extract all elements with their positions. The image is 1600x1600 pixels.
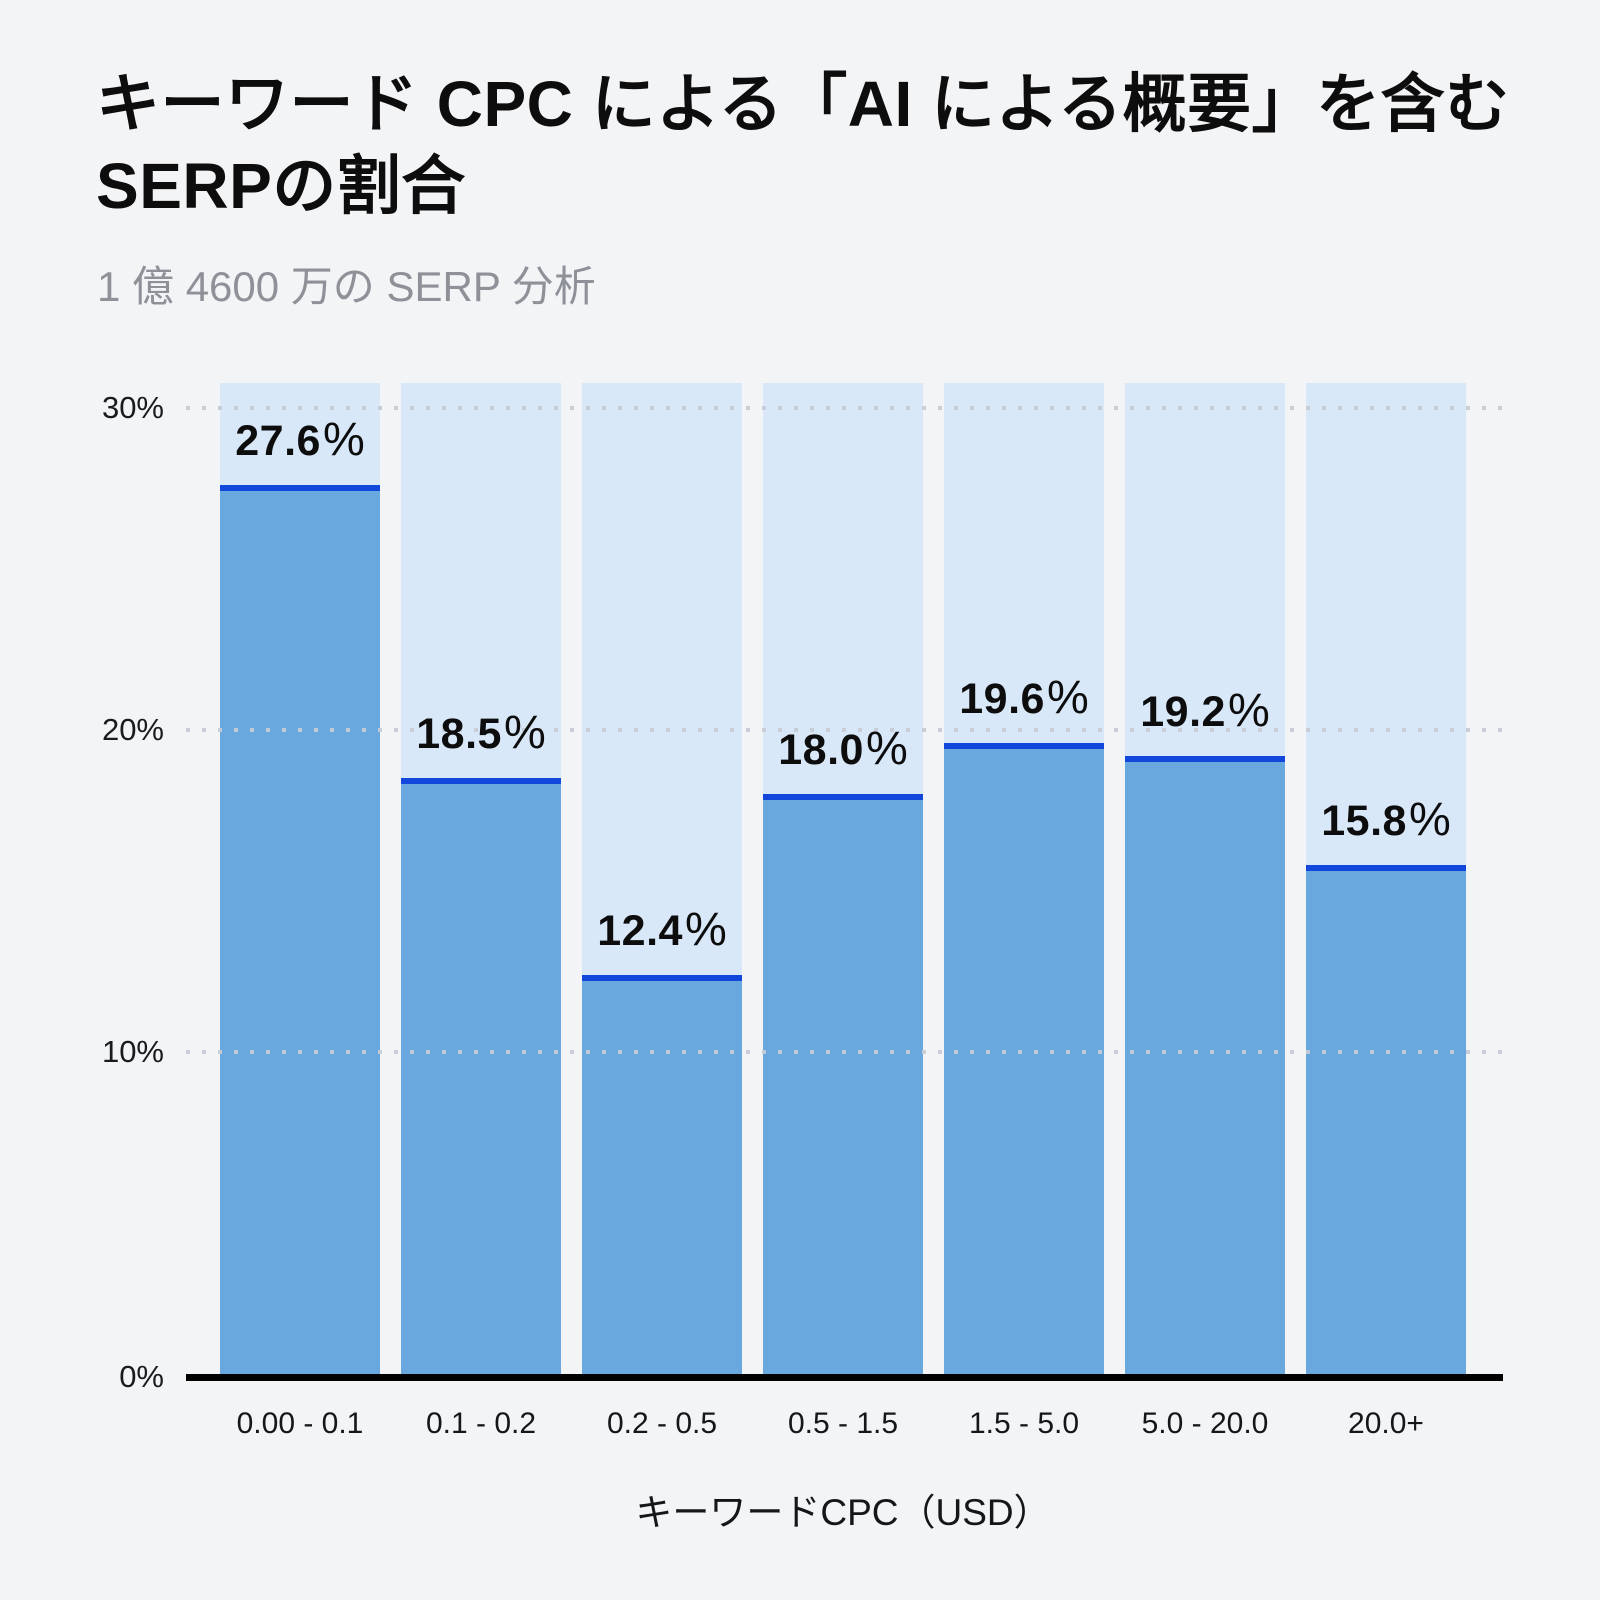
bar-value-number: 18.5	[416, 710, 502, 759]
bar-value-percent-sign: %	[1046, 669, 1089, 723]
x-axis-category-label: 0.1 - 0.2	[425, 1407, 537, 1440]
bar-value-percent-sign: %	[1227, 682, 1270, 736]
gridline-30	[186, 406, 1503, 410]
x-axis-category-label: 5.0 - 20.0	[1141, 1407, 1269, 1440]
bar-value-label: 18.5%	[401, 708, 561, 756]
bar-value-percent-sign: %	[1408, 792, 1451, 846]
gridline-10	[186, 1050, 1503, 1054]
bar-fill	[582, 974, 742, 1374]
y-axis-tick-label: 10%	[101, 1034, 164, 1069]
bar-value-label: 18.0%	[763, 724, 923, 772]
bar-fill	[944, 742, 1104, 1374]
bar-fill	[763, 794, 923, 1374]
bar-value-percent-sign: %	[684, 901, 727, 955]
x-axis-title: キーワードCPC（USD）	[635, 1492, 1051, 1533]
bar-value-number: 19.6	[959, 674, 1045, 723]
x-axis-category-label: 0.5 - 1.5	[787, 1407, 899, 1440]
bar-value-label: 12.4%	[582, 905, 742, 953]
bar-fill	[220, 485, 380, 1374]
bar-track	[763, 383, 923, 1374]
bar-track	[220, 383, 380, 1374]
bar-track	[401, 383, 561, 1374]
bar-fill	[401, 778, 561, 1374]
bar-fill	[1125, 755, 1285, 1374]
bar-track	[582, 383, 742, 1374]
bar-fill	[1306, 865, 1466, 1374]
chart-title: キーワード CPC による「AI による概要」を含むSERPの割合	[96, 68, 1510, 222]
bar-value-number: 27.6	[235, 417, 321, 466]
bar-value-number: 18.0	[778, 726, 864, 775]
chart-subtitle: 1 億 4600 万の SERP 分析	[97, 263, 596, 310]
y-axis-tick-label: 0%	[119, 1359, 164, 1394]
y-axis-tick-label: 20%	[101, 712, 164, 747]
bar-value-number: 19.2	[1140, 687, 1226, 736]
bar-value-label: 15.8%	[1306, 795, 1466, 843]
bar-value-number: 12.4	[597, 906, 683, 955]
bar-value-label: 19.6%	[944, 673, 1104, 721]
bar-value-label: 27.6%	[220, 415, 380, 463]
bar-value-label: 19.2%	[1125, 686, 1285, 734]
x-axis-category-label: 0.2 - 0.5	[606, 1407, 718, 1440]
gridline-20	[186, 728, 1503, 732]
x-axis-line	[186, 1374, 1503, 1381]
bar-value-percent-sign: %	[322, 412, 365, 466]
bar-value-number: 15.8	[1321, 797, 1407, 846]
x-axis-category-label: 1.5 - 5.0	[968, 1407, 1080, 1440]
bar-track	[1125, 383, 1285, 1374]
bar-track	[1306, 383, 1466, 1374]
x-axis-category-label: 20.0+	[1348, 1407, 1424, 1440]
bar-value-percent-sign: %	[503, 705, 546, 759]
bar-track	[944, 383, 1104, 1374]
x-axis-category-label: 0.00 - 0.1	[236, 1407, 364, 1440]
bar-value-percent-sign: %	[865, 721, 908, 775]
y-axis-tick-label: 30%	[101, 390, 164, 425]
